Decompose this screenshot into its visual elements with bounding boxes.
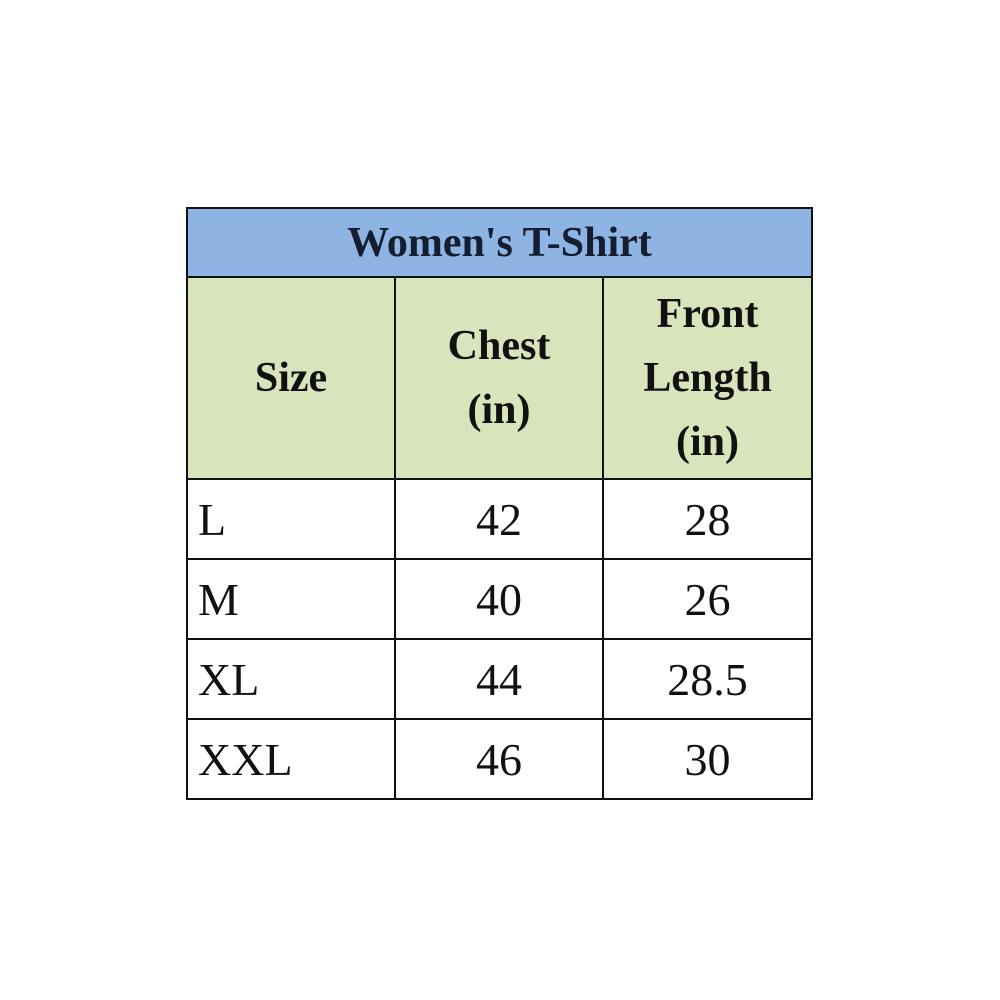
table-row: XL 44 28.5: [186, 638, 814, 720]
cell-chest: 46: [394, 718, 604, 800]
cell-front-length: 30: [601, 718, 814, 800]
cell-size: XL: [186, 638, 396, 720]
cell-front-length: 28: [601, 478, 814, 560]
header-chest: Chest (in): [394, 276, 604, 480]
cell-size: L: [186, 478, 396, 560]
header-size: Size: [186, 276, 396, 480]
size-chart-table: Women's T-Shirt Size Chest (in) Front Le…: [185, 207, 814, 800]
table-row: L 42 28: [186, 478, 814, 560]
cell-front-length: 28.5: [601, 638, 814, 720]
cell-chest: 42: [394, 478, 604, 560]
table-row: M 40 26: [186, 558, 814, 640]
cell-chest: 40: [394, 558, 604, 640]
cell-size: M: [186, 558, 396, 640]
cell-front-length: 26: [601, 558, 814, 640]
cell-chest: 44: [394, 638, 604, 720]
header-front-length: Front Length (in): [601, 276, 814, 480]
table-title: Women's T-Shirt: [185, 207, 814, 278]
cell-size: XXL: [186, 718, 396, 800]
table-row: XXL 46 30: [186, 718, 814, 800]
